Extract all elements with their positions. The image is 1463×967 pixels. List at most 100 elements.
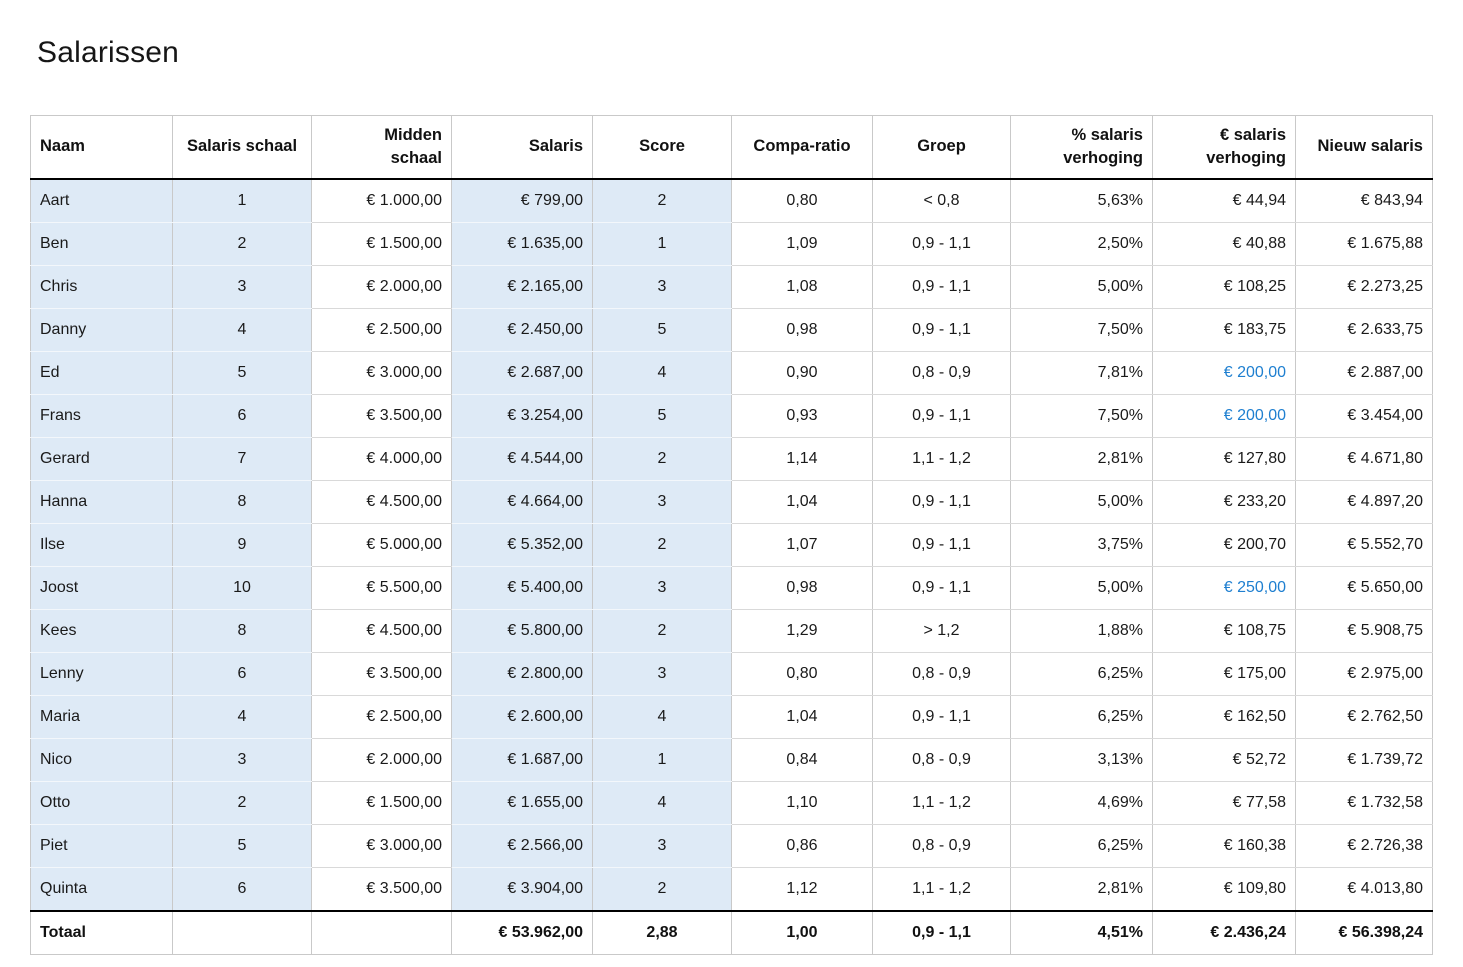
- cell-eur-verhoging[interactable]: € 108,25: [1152, 265, 1296, 309]
- cell-nieuw-salaris[interactable]: € 2.633,75: [1295, 308, 1433, 352]
- total-cell-groep[interactable]: 0,9 - 1,1: [872, 910, 1011, 955]
- cell-score[interactable]: 5: [592, 308, 732, 352]
- cell-eur-verhoging[interactable]: € 183,75: [1152, 308, 1296, 352]
- column-header-eur-verhoging[interactable]: € salaris verhoging: [1152, 115, 1296, 180]
- cell-midden-schaal[interactable]: € 2.500,00: [311, 695, 452, 739]
- column-header-groep[interactable]: Groep: [872, 115, 1011, 180]
- cell-salaris-schaal[interactable]: 4: [172, 695, 312, 739]
- cell-naam[interactable]: Lenny: [30, 652, 173, 696]
- total-cell-naam[interactable]: Totaal: [30, 910, 173, 955]
- cell-naam[interactable]: Gerard: [30, 437, 173, 481]
- cell-groep[interactable]: 0,8 - 0,9: [872, 351, 1011, 395]
- cell-eur-verhoging[interactable]: € 44,94: [1152, 179, 1296, 223]
- cell-compa-ratio[interactable]: 0,86: [731, 824, 873, 868]
- column-header-score[interactable]: Score: [592, 115, 732, 180]
- cell-midden-schaal[interactable]: € 1.000,00: [311, 179, 452, 223]
- cell-nieuw-salaris[interactable]: € 5.552,70: [1295, 523, 1433, 567]
- cell-score[interactable]: 2: [592, 523, 732, 567]
- cell-pct-verhoging[interactable]: 5,63%: [1010, 179, 1153, 223]
- cell-compa-ratio[interactable]: 0,93: [731, 394, 873, 438]
- cell-naam[interactable]: Kees: [30, 609, 173, 653]
- cell-pct-verhoging[interactable]: 3,13%: [1010, 738, 1153, 782]
- cell-groep[interactable]: 0,9 - 1,1: [872, 308, 1011, 352]
- cell-pct-verhoging[interactable]: 7,50%: [1010, 394, 1153, 438]
- cell-nieuw-salaris[interactable]: € 1.675,88: [1295, 222, 1433, 266]
- cell-compa-ratio[interactable]: 0,80: [731, 652, 873, 696]
- cell-naam[interactable]: Frans: [30, 394, 173, 438]
- cell-nieuw-salaris[interactable]: € 4.671,80: [1295, 437, 1433, 481]
- cell-compa-ratio[interactable]: 1,09: [731, 222, 873, 266]
- cell-pct-verhoging[interactable]: 7,50%: [1010, 308, 1153, 352]
- cell-pct-verhoging[interactable]: 5,00%: [1010, 566, 1153, 610]
- cell-salaris[interactable]: € 5.400,00: [451, 566, 593, 610]
- cell-groep[interactable]: 0,9 - 1,1: [872, 523, 1011, 567]
- cell-groep[interactable]: 1,1 - 1,2: [872, 437, 1011, 481]
- cell-salaris[interactable]: € 4.544,00: [451, 437, 593, 481]
- cell-midden-schaal[interactable]: € 3.500,00: [311, 867, 452, 912]
- cell-nieuw-salaris[interactable]: € 3.454,00: [1295, 394, 1433, 438]
- cell-eur-verhoging[interactable]: € 200,00: [1152, 351, 1296, 395]
- total-cell-midden-schaal[interactable]: [311, 910, 452, 955]
- cell-naam[interactable]: Quinta: [30, 867, 173, 912]
- cell-nieuw-salaris[interactable]: € 2.726,38: [1295, 824, 1433, 868]
- cell-salaris[interactable]: € 5.352,00: [451, 523, 593, 567]
- cell-score[interactable]: 5: [592, 394, 732, 438]
- total-cell-eur-verhoging[interactable]: € 2.436,24: [1152, 910, 1296, 955]
- cell-salaris[interactable]: € 1.635,00: [451, 222, 593, 266]
- cell-midden-schaal[interactable]: € 1.500,00: [311, 781, 452, 825]
- cell-salaris-schaal[interactable]: 1: [172, 179, 312, 223]
- cell-naam[interactable]: Otto: [30, 781, 173, 825]
- cell-score[interactable]: 1: [592, 738, 732, 782]
- cell-midden-schaal[interactable]: € 5.500,00: [311, 566, 452, 610]
- cell-naam[interactable]: Joost: [30, 566, 173, 610]
- cell-groep[interactable]: 1,1 - 1,2: [872, 781, 1011, 825]
- cell-salaris[interactable]: € 1.687,00: [451, 738, 593, 782]
- cell-score[interactable]: 4: [592, 781, 732, 825]
- cell-naam[interactable]: Ben: [30, 222, 173, 266]
- cell-salaris[interactable]: € 1.655,00: [451, 781, 593, 825]
- cell-naam[interactable]: Aart: [30, 179, 173, 223]
- cell-eur-verhoging[interactable]: € 108,75: [1152, 609, 1296, 653]
- cell-eur-verhoging[interactable]: € 233,20: [1152, 480, 1296, 524]
- cell-groep[interactable]: 0,8 - 0,9: [872, 652, 1011, 696]
- cell-salaris[interactable]: € 2.566,00: [451, 824, 593, 868]
- column-header-naam[interactable]: Naam: [30, 115, 173, 180]
- cell-pct-verhoging[interactable]: 2,81%: [1010, 867, 1153, 912]
- cell-compa-ratio[interactable]: 1,29: [731, 609, 873, 653]
- cell-groep[interactable]: 0,9 - 1,1: [872, 480, 1011, 524]
- cell-eur-verhoging[interactable]: € 127,80: [1152, 437, 1296, 481]
- cell-salaris-schaal[interactable]: 4: [172, 308, 312, 352]
- cell-midden-schaal[interactable]: € 3.000,00: [311, 351, 452, 395]
- cell-score[interactable]: 3: [592, 480, 732, 524]
- cell-midden-schaal[interactable]: € 3.500,00: [311, 394, 452, 438]
- cell-compa-ratio[interactable]: 1,14: [731, 437, 873, 481]
- cell-pct-verhoging[interactable]: 5,00%: [1010, 480, 1153, 524]
- column-header-salaris-schaal[interactable]: Salaris schaal: [172, 115, 312, 180]
- cell-salaris-schaal[interactable]: 3: [172, 738, 312, 782]
- cell-midden-schaal[interactable]: € 4.000,00: [311, 437, 452, 481]
- cell-midden-schaal[interactable]: € 4.500,00: [311, 609, 452, 653]
- cell-score[interactable]: 2: [592, 609, 732, 653]
- cell-midden-schaal[interactable]: € 2.000,00: [311, 738, 452, 782]
- cell-naam[interactable]: Maria: [30, 695, 173, 739]
- cell-salaris[interactable]: € 3.904,00: [451, 867, 593, 912]
- cell-pct-verhoging[interactable]: 5,00%: [1010, 265, 1153, 309]
- total-cell-salaris[interactable]: € 53.962,00: [451, 910, 593, 955]
- cell-naam[interactable]: Chris: [30, 265, 173, 309]
- cell-eur-verhoging[interactable]: € 40,88: [1152, 222, 1296, 266]
- cell-groep[interactable]: < 0,8: [872, 179, 1011, 223]
- column-header-salaris[interactable]: Salaris: [451, 115, 593, 180]
- cell-groep[interactable]: 0,9 - 1,1: [872, 222, 1011, 266]
- cell-groep[interactable]: 0,9 - 1,1: [872, 566, 1011, 610]
- cell-groep[interactable]: 1,1 - 1,2: [872, 867, 1011, 912]
- cell-score[interactable]: 3: [592, 265, 732, 309]
- cell-nieuw-salaris[interactable]: € 5.908,75: [1295, 609, 1433, 653]
- cell-salaris-schaal[interactable]: 5: [172, 824, 312, 868]
- cell-pct-verhoging[interactable]: 2,50%: [1010, 222, 1153, 266]
- cell-salaris[interactable]: € 2.450,00: [451, 308, 593, 352]
- cell-nieuw-salaris[interactable]: € 5.650,00: [1295, 566, 1433, 610]
- cell-score[interactable]: 2: [592, 179, 732, 223]
- cell-score[interactable]: 2: [592, 437, 732, 481]
- cell-groep[interactable]: 0,8 - 0,9: [872, 824, 1011, 868]
- cell-pct-verhoging[interactable]: 6,25%: [1010, 695, 1153, 739]
